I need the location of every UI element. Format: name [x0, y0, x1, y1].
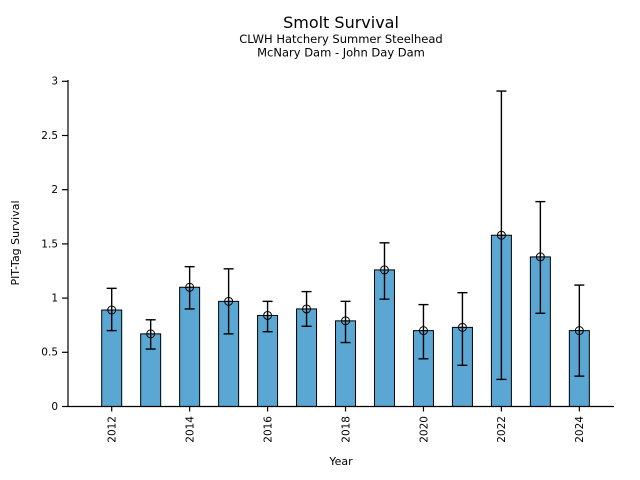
x-tick-label-2014: 2014 — [184, 416, 196, 443]
x-tick-label-2012: 2012 — [107, 416, 119, 443]
y-tick-label-0.5: 0.5 — [41, 347, 58, 359]
x-axis-title: Year — [328, 455, 353, 468]
y-axis-title: PIT-Tag Survival — [9, 200, 22, 285]
x-tick-label-2018: 2018 — [340, 416, 352, 443]
x-tick-label-2024: 2024 — [574, 416, 586, 443]
plot-area: 0 0.5 1 1.5 2 2.5 3 2012 2014 2016 2018 2020 2022 202… — [41, 76, 614, 443]
x-tick-label-2016: 2016 — [262, 416, 274, 443]
chart-subtitle-line2: McNary Dam - John Day Dam — [257, 46, 425, 60]
chart-title: Smolt Survival — [283, 13, 399, 32]
y-tick-label-2: 2 — [51, 184, 58, 196]
y-tick-label-0: 0 — [51, 401, 58, 413]
y-tick-label-2.5: 2.5 — [41, 130, 58, 142]
chart-subtitle-line1: CLWH Hatchery Summer Steelhead — [239, 32, 442, 46]
x-tick-label-2022: 2022 — [496, 416, 508, 443]
y-tick-label-1.5: 1.5 — [41, 238, 58, 250]
y-tick-label-3: 3 — [51, 76, 58, 88]
x-tick-label-2020: 2020 — [418, 416, 430, 443]
y-tick-label-1: 1 — [51, 292, 58, 304]
